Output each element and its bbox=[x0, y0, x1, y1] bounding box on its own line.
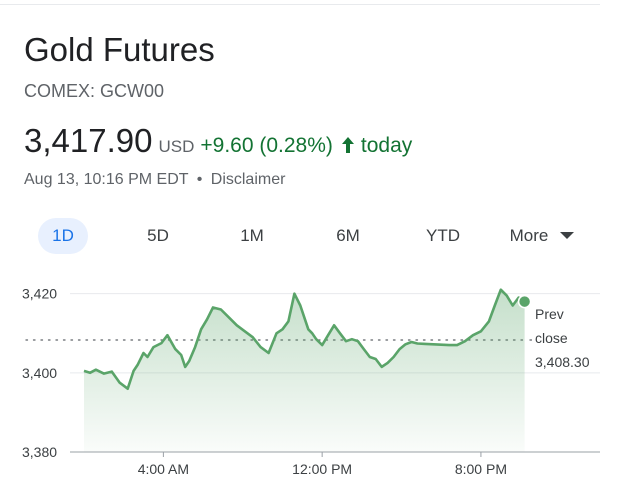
price-chart[interactable]: 3,420 3,400 3,380 Prev close 3,408.30 4:00 A… bbox=[0, 262, 624, 499]
tab-1d[interactable]: 1D bbox=[38, 218, 88, 254]
y-axis-labels: 3,420 3,400 3,380 bbox=[22, 286, 57, 460]
change-period: today bbox=[360, 134, 413, 157]
price-line bbox=[83, 288, 526, 390]
tab-label: YTD bbox=[426, 226, 460, 245]
currency-label: USD bbox=[158, 137, 195, 156]
price-change: +9.60 (0.28%) bbox=[200, 134, 333, 157]
tab-label: 5D bbox=[147, 226, 169, 245]
x-axis-labels: 4:00 AM 12:00 PM 8:00 PM bbox=[138, 452, 507, 477]
quote-timestamp-row: Aug 13, 10:16 PM EDT • Disclaimer bbox=[24, 170, 285, 190]
prev-close-label-bg bbox=[532, 303, 600, 324]
x-tick-label: 8:00 PM bbox=[455, 461, 507, 477]
prev-close-label-bg bbox=[532, 327, 600, 348]
ticker-symbol: COMEX: GCW00 bbox=[24, 81, 165, 101]
price-area-fill bbox=[84, 289, 525, 452]
disclaimer-link[interactable]: Disclaimer bbox=[210, 171, 286, 188]
y-tick-label: 3,400 bbox=[22, 365, 57, 381]
top-divider bbox=[0, 4, 600, 5]
prev-close-text: close bbox=[535, 330, 568, 346]
arrow-up-icon bbox=[341, 137, 354, 153]
tab-label: 1D bbox=[52, 226, 74, 245]
quote-timestamp: Aug 13, 10:16 PM EDT bbox=[24, 171, 189, 188]
caret-down-icon bbox=[560, 232, 575, 240]
prev-close-label: Prev close 3,408.30 bbox=[532, 303, 600, 372]
prev-close-text: Prev bbox=[535, 306, 564, 322]
prev-close-label-bg bbox=[532, 351, 600, 372]
prev-close-text: 3,408.30 bbox=[535, 354, 590, 370]
tab-label: 1M bbox=[240, 226, 264, 245]
page-title: Gold Futures bbox=[24, 31, 215, 68]
x-tick-label: 12:00 PM bbox=[292, 461, 352, 477]
tab-1m[interactable]: 1M bbox=[226, 218, 278, 254]
y-tick-label: 3,420 bbox=[22, 286, 57, 302]
tab-label: More bbox=[509, 226, 549, 245]
y-tick-label: 3,380 bbox=[22, 444, 57, 460]
tab-5d[interactable]: 5D bbox=[132, 218, 184, 254]
separator-dot: • bbox=[196, 171, 203, 188]
current-price: 3,417.90 bbox=[24, 122, 153, 159]
quote-row: 3,417.90 USD +9.60 (0.28%) today bbox=[24, 122, 412, 166]
tab-ytd[interactable]: YTD bbox=[414, 218, 472, 254]
last-price-point bbox=[517, 294, 532, 309]
more-dropdown[interactable]: More bbox=[500, 218, 584, 254]
x-tick-label: 4:00 AM bbox=[138, 461, 189, 477]
tab-6m[interactable]: 6M bbox=[322, 218, 374, 254]
tab-label: 6M bbox=[336, 226, 360, 245]
